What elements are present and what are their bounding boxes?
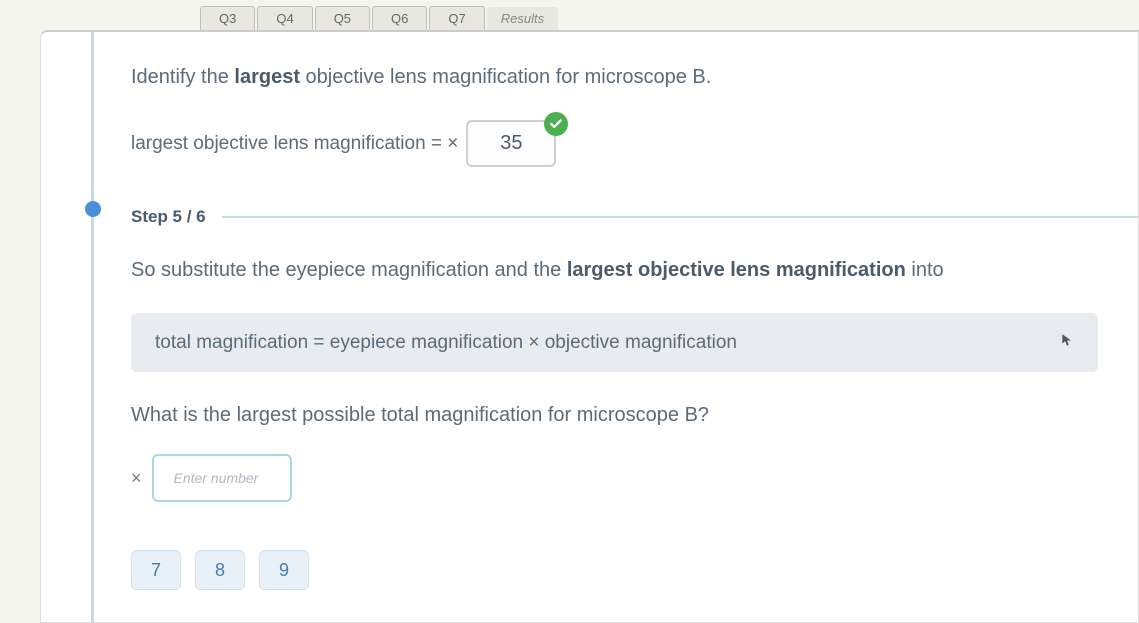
key-8[interactable]: 8: [195, 550, 245, 590]
prev-instruction-bold: largest: [234, 66, 300, 88]
answer-input[interactable]: Enter number: [152, 454, 292, 502]
previous-step-block: Identify the largest objective lens magn…: [41, 32, 1138, 197]
key-7[interactable]: 7: [131, 550, 181, 590]
curr-instruction: So substitute the eyepiece magnification…: [131, 255, 1098, 285]
step-header: Step 5 / 6: [41, 197, 1138, 237]
keypad: 7 8 9: [41, 532, 1138, 590]
prev-answer-box: 35: [466, 120, 556, 167]
tab-q6[interactable]: Q6: [372, 6, 427, 30]
check-icon: [544, 112, 568, 136]
formula-box: total magnification = eyepiece magnifica…: [131, 313, 1098, 372]
prev-answer-value: 35: [500, 132, 522, 154]
curr-question: What is the largest possible total magni…: [131, 400, 1098, 430]
prev-answer-label: largest objective lens magnification = ×: [131, 133, 458, 155]
prev-instruction: Identify the largest objective lens magn…: [131, 62, 1098, 92]
timeline-line: [91, 32, 94, 622]
tab-bar: Q3 Q4 Q5 Q6 Q7 Results: [0, 0, 1139, 30]
curr-instruction-suffix: into: [906, 259, 944, 281]
main-panel: Identify the largest objective lens magn…: [40, 30, 1139, 623]
tab-q4[interactable]: Q4: [257, 6, 312, 30]
curr-instruction-prefix: So substitute the eyepiece magnification…: [131, 259, 567, 281]
tab-q3[interactable]: Q3: [200, 6, 255, 30]
prev-answer-row: largest objective lens magnification = ×…: [131, 120, 1098, 167]
prev-instruction-prefix: Identify the: [131, 66, 234, 88]
key-9[interactable]: 9: [259, 550, 309, 590]
curr-instruction-bold: largest objective lens magnification: [567, 259, 906, 281]
tab-q5[interactable]: Q5: [315, 6, 370, 30]
current-step-block: So substitute the eyepiece magnification…: [41, 237, 1138, 532]
prev-instruction-suffix: objective lens magnification for microsc…: [300, 66, 711, 88]
step-dot-icon: [85, 201, 101, 217]
tab-results[interactable]: Results: [487, 7, 558, 30]
formula-text: total magnification = eyepiece magnifica…: [155, 332, 737, 354]
step-label: Step 5 / 6: [131, 207, 206, 227]
step-divider: [222, 216, 1138, 218]
tab-q7[interactable]: Q7: [429, 6, 484, 30]
answer-input-row: × Enter number: [131, 454, 1098, 502]
cursor-icon: [1060, 331, 1074, 354]
mult-sign: ×: [131, 468, 142, 489]
